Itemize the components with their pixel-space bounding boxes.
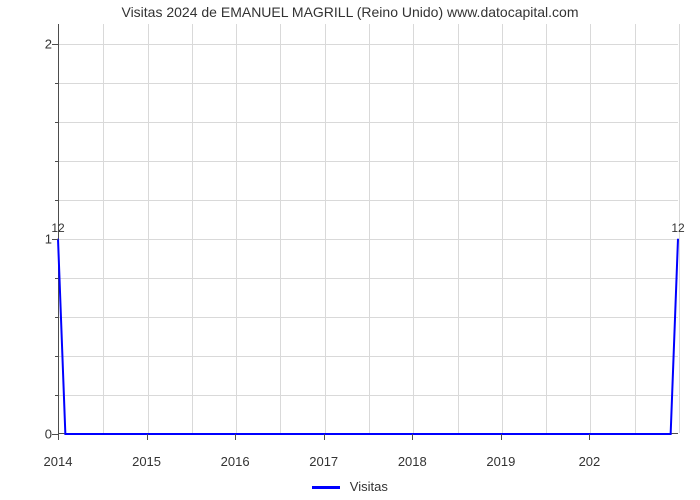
xtick-mark — [235, 434, 236, 440]
ytick-minor — [55, 278, 58, 279]
data-point-label: 12 — [51, 221, 64, 235]
legend-label: Visitas — [350, 479, 388, 494]
xtick-label: 2015 — [132, 454, 161, 469]
xtick-label: 2019 — [486, 454, 515, 469]
line-series — [58, 24, 678, 434]
xtick-mark — [58, 434, 59, 440]
ytick-mark — [52, 239, 58, 240]
ytick-minor — [55, 395, 58, 396]
xtick-mark — [501, 434, 502, 440]
xtick-mark — [147, 434, 148, 440]
xtick-mark — [324, 434, 325, 440]
xtick-label: 202 — [579, 454, 601, 469]
visits-chart: Visitas 2024 de EMANUEL MAGRILL (Reino U… — [0, 0, 700, 500]
xtick-label: 2017 — [309, 454, 338, 469]
xtick-mark — [412, 434, 413, 440]
xtick-mark — [589, 434, 590, 440]
xtick-label: 2018 — [398, 454, 427, 469]
ytick-minor — [55, 161, 58, 162]
data-point-label: 12 — [671, 221, 684, 235]
ytick-label: 1 — [12, 231, 52, 246]
legend: Visitas — [0, 479, 700, 494]
series-line — [58, 239, 678, 434]
ytick-minor — [55, 122, 58, 123]
ytick-label: 0 — [12, 427, 52, 442]
ytick-minor — [55, 356, 58, 357]
xtick-label: 2016 — [221, 454, 250, 469]
ytick-minor — [55, 200, 58, 201]
xtick-label: 2014 — [44, 454, 73, 469]
legend-swatch — [312, 486, 340, 489]
ytick-minor — [55, 83, 58, 84]
ytick-label: 2 — [12, 36, 52, 51]
ytick-mark — [52, 44, 58, 45]
ytick-minor — [55, 317, 58, 318]
chart-title: Visitas 2024 de EMANUEL MAGRILL (Reino U… — [0, 4, 700, 20]
